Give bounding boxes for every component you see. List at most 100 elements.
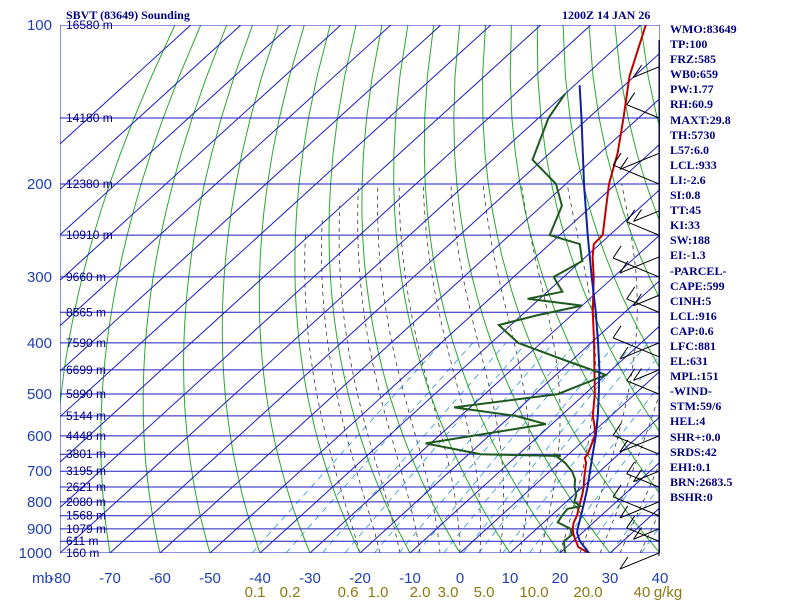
pressure-tick-labels: 100 200 300 400 500 600 700 800 900 1000 xyxy=(19,17,52,562)
sounding-traces xyxy=(425,25,647,553)
wind-flag-250 xyxy=(626,209,636,223)
stability-indices-list: WMO:83649 TP:100 FRZ:585 WB0:659 PW:1.77 RH:6… xyxy=(670,22,737,505)
wind-flag-900 xyxy=(633,527,642,540)
index-value: 42 xyxy=(704,444,717,459)
index-separator: : xyxy=(701,293,706,308)
height-label-750: 2621 m xyxy=(66,480,106,494)
index-tt-12: TT:45 xyxy=(670,203,737,218)
index-separator: : xyxy=(694,308,699,323)
index-separator: : xyxy=(682,172,687,187)
index-key: WB0 xyxy=(670,67,697,82)
wind-flag-425 xyxy=(612,325,622,339)
wind-barb-175 xyxy=(619,152,660,170)
moist-adiabat-0 xyxy=(398,183,461,553)
index-separator: : xyxy=(694,52,698,67)
index-section-24: -WIND- xyxy=(670,384,737,399)
height-label-700: 3195 m xyxy=(66,464,106,478)
index-separator: : xyxy=(696,67,701,82)
index-key: BRN xyxy=(670,474,696,489)
isotherm--40 xyxy=(259,188,660,553)
wind-barb-350 xyxy=(626,298,660,313)
parcel-trace xyxy=(576,85,601,553)
temp-label--50: -50 xyxy=(199,570,221,587)
wind-barb-600 xyxy=(619,435,660,453)
index-value: 151 xyxy=(700,369,719,384)
wind-barb-500 xyxy=(626,380,660,395)
mixing-ratio-label-3: 1.0 xyxy=(368,584,389,600)
moist-adiabat--12 xyxy=(338,205,401,553)
dry-adiabat--60 xyxy=(142,25,228,553)
dry-adiabat-0 xyxy=(361,25,461,553)
index-separator: : xyxy=(695,414,700,429)
index-value: -2.6 xyxy=(686,172,706,187)
wind-flag-600 xyxy=(619,439,629,453)
height-label-900: 1079 m xyxy=(66,522,106,536)
index-value: 0.6 xyxy=(698,323,714,338)
height-label-100: 16580 m xyxy=(66,18,113,32)
index-bshr-31: BSHR:0 xyxy=(670,490,737,505)
index-brn-30: BRN:2683.5 xyxy=(670,475,737,490)
moist-adiabat-32 xyxy=(619,461,660,553)
index-maxt-6: MAXT:29.8 xyxy=(670,113,737,128)
wind-barb-900 xyxy=(633,528,660,540)
index-pw-4: PW:1.77 xyxy=(670,82,737,97)
isotherm--70 xyxy=(109,52,660,553)
index-ki-13: KI:33 xyxy=(670,218,737,233)
index-key: SRDS xyxy=(670,444,701,459)
index-wb0-3: WB0:659 xyxy=(670,67,737,82)
index-value: 100 xyxy=(689,37,708,52)
pressure-label-900: 900 xyxy=(27,521,52,538)
index-key: PW xyxy=(670,82,689,97)
index-value: -1.3 xyxy=(686,248,706,263)
index-separator: : xyxy=(694,338,698,353)
height-label-150: 14180 m xyxy=(66,111,113,125)
index-key: SW xyxy=(670,233,689,248)
index-value: 5 xyxy=(705,293,712,308)
isotherm--100 xyxy=(60,25,542,463)
isotherm--80 xyxy=(60,25,642,553)
wind-barb-800 xyxy=(619,501,660,519)
index-separator: : xyxy=(686,354,691,369)
temp-label--10: -10 xyxy=(399,570,421,587)
index-key: HEL xyxy=(670,414,696,429)
index-separator: : xyxy=(692,459,697,474)
temperature-tick-labels: mb-80 -70 -60 -50 -40 -30 -20 -10 0 10 20 30 40 xyxy=(32,570,668,587)
index-separator: : xyxy=(696,399,701,414)
moist-adiabat-4 xyxy=(422,183,481,553)
index-separator: : xyxy=(688,82,693,97)
temp-label--20: -20 xyxy=(349,570,371,587)
dry-adiabat--30 xyxy=(258,25,311,553)
pressure-label-500: 500 xyxy=(27,386,52,403)
index-separator: : xyxy=(682,248,687,263)
index-separator: : xyxy=(702,22,707,36)
pressure-label-700: 700 xyxy=(27,463,52,480)
height-label-250: 10910 m xyxy=(66,228,113,242)
moist-adiabat--4 xyxy=(377,183,441,553)
wind-barb-750 xyxy=(626,473,660,488)
isotherm-20 xyxy=(559,461,660,553)
mixing-ratio-line-2 xyxy=(416,342,593,553)
index-lfc-21: LFC:881 xyxy=(670,339,737,354)
wind-barb-450 xyxy=(633,369,660,381)
height-label-1000: 160 m xyxy=(66,546,99,560)
index-value: 1.77 xyxy=(692,82,714,97)
index-value: 881 xyxy=(698,338,716,353)
index-sw-14: SW:188 xyxy=(670,233,737,248)
temp-label-0: 0 xyxy=(456,570,464,587)
index-key: LCL xyxy=(670,157,695,172)
index-key: CAP xyxy=(670,323,695,338)
index-key: RH xyxy=(670,97,688,112)
index-key: CINH xyxy=(670,293,702,308)
index-key: MAXT xyxy=(670,112,706,127)
index-value: 0 xyxy=(706,489,713,504)
index-separator: : xyxy=(688,97,692,112)
index-key: TP xyxy=(670,37,686,52)
index-value: 4 xyxy=(699,414,706,429)
height-label-550: 5144 m xyxy=(66,409,106,423)
height-label-800: 2080 m xyxy=(66,495,106,509)
mixing-ratio-line-10 xyxy=(528,384,660,553)
temp-label-10: 10 xyxy=(502,570,519,587)
index-key: EL xyxy=(670,354,687,369)
index-separator: : xyxy=(701,429,706,444)
index-separator: : xyxy=(687,127,692,142)
